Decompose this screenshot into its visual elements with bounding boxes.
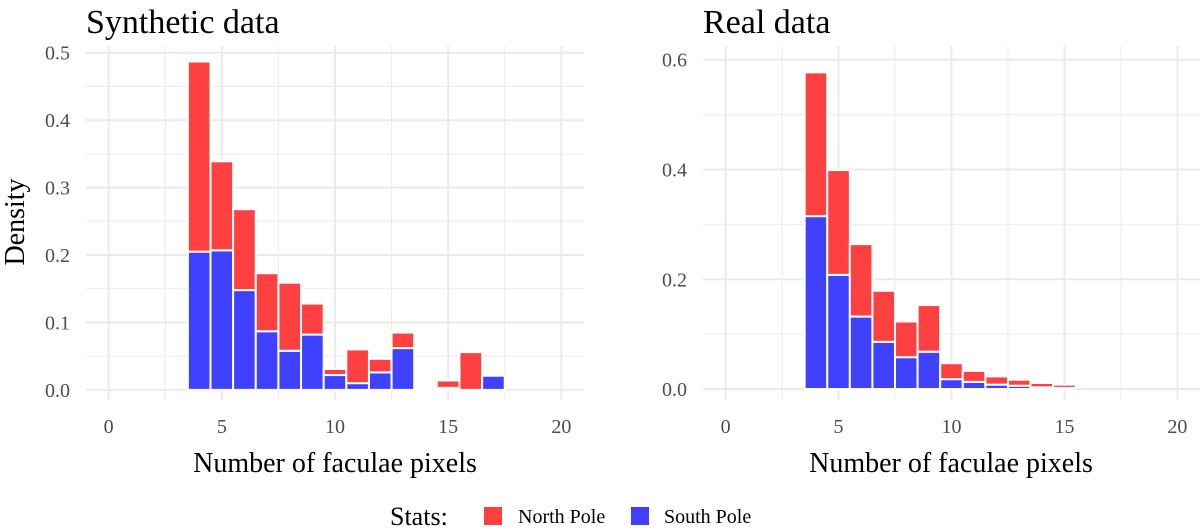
x-tick-label: 0	[104, 416, 114, 438]
bar-south-pole	[186, 250, 212, 391]
bar-north-pole	[848, 243, 874, 318]
bar-south-pole	[209, 249, 235, 391]
y-tick-label: 0.6	[662, 50, 687, 72]
x-tick-label: 0	[721, 416, 731, 438]
bar-south-pole	[803, 215, 829, 391]
x-tick-label: 20	[1167, 416, 1187, 438]
bar-south-pole	[322, 374, 348, 391]
legend-label-north-pole: North Pole	[518, 506, 605, 528]
bar-south-pole	[413, 387, 438, 391]
bar-north-pole	[277, 281, 303, 352]
y-tick-label: 0.2	[45, 245, 70, 267]
bar-south-pole	[254, 330, 280, 391]
bar-north-pole	[458, 351, 484, 391]
x-tick-label: 15	[1054, 416, 1074, 438]
x-tick-label: 15	[438, 416, 458, 438]
bar-north-pole	[345, 348, 370, 385]
bar-south-pole	[300, 333, 325, 391]
x-tick-label: 5	[834, 416, 844, 438]
legend: Stats: North Pole South Pole	[390, 502, 751, 531]
legend-swatch-south-pole	[631, 507, 649, 525]
legend-swatch-north-pole	[484, 507, 502, 525]
bar-north-pole	[254, 272, 280, 333]
bar-north-pole	[1052, 383, 1077, 389]
x-axis-label-real: Number of faculae pixels	[809, 448, 1093, 479]
y-tick-label: 0.2	[662, 269, 687, 291]
bar-north-pole	[1029, 381, 1055, 389]
panel-title-real: Real data	[703, 4, 830, 41]
bar-south-pole	[232, 289, 257, 391]
bar-north-pole	[390, 331, 416, 350]
x-tick-label: 5	[217, 416, 227, 438]
bar-south-pole	[367, 371, 393, 391]
y-tick-label: 0.4	[45, 110, 70, 132]
y-tick-label: 0.0	[45, 380, 70, 402]
x-axis-label-synthetic: Number of faculae pixels	[193, 448, 477, 479]
bar-south-pole	[481, 374, 506, 391]
y-tick-label: 0.0	[662, 379, 687, 401]
bar-north-pole	[826, 169, 851, 276]
bar-north-pole	[871, 289, 897, 343]
real-data-panel: 0 5 10 15 20 0.0 0.2 0.4 0.6 Real data Number of…	[662, 4, 1200, 479]
bar-north-pole	[300, 302, 325, 336]
bar-north-pole	[186, 60, 212, 253]
legend-label-south-pole: South Pole	[664, 506, 751, 528]
bar-south-pole	[961, 380, 987, 391]
y-tick-label: 0.1	[45, 312, 70, 334]
bar-north-pole	[367, 357, 393, 374]
bar-north-pole	[209, 160, 235, 252]
y-axis-label: Density	[0, 178, 31, 265]
legend-title: Stats:	[390, 502, 448, 531]
bar-north-pole	[435, 379, 461, 389]
bar-north-pole	[939, 362, 964, 381]
x-tick-label: 10	[942, 416, 962, 438]
bar-south-pole	[871, 340, 897, 391]
bar-south-pole	[826, 273, 851, 391]
x-tick-label: 20	[551, 416, 571, 438]
bar-south-pole	[345, 382, 370, 391]
bar-north-pole	[803, 71, 829, 218]
bar-north-pole	[894, 320, 919, 359]
panel-title-synthetic: Synthetic data	[86, 4, 280, 41]
y-tick-label: 0.5	[45, 43, 70, 65]
x-tick-label: 10	[325, 416, 345, 438]
bar-north-pole	[1006, 378, 1032, 387]
bar-south-pole	[277, 349, 303, 391]
bar-south-pole	[894, 356, 919, 391]
bar-north-pole	[916, 304, 942, 353]
bar-south-pole	[916, 350, 942, 391]
bar-south-pole	[390, 347, 416, 391]
bar-north-pole	[961, 369, 987, 383]
bar-north-pole	[232, 208, 257, 292]
bar-north-pole	[984, 375, 1009, 386]
y-tick-label: 0.4	[662, 159, 687, 181]
y-tick-label: 0.3	[45, 178, 70, 200]
bar-south-pole	[939, 378, 964, 391]
synthetic-data-panel: 0 5 10 15 20 0.0 0.1 0.2 0.3 0.4 0.5 Synthetic dat…	[0, 4, 584, 479]
bar-south-pole	[848, 315, 874, 391]
bar-north-pole	[322, 367, 348, 377]
